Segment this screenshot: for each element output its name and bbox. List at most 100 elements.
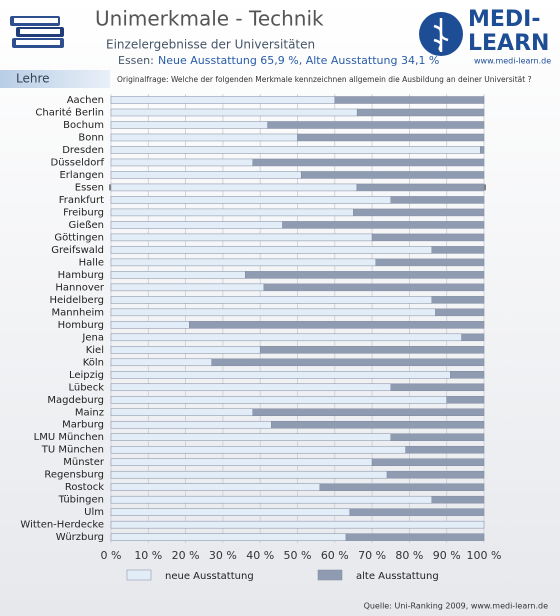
bar-segment: [259, 346, 485, 354]
x-tick-label: 100 %: [467, 549, 502, 562]
bar-segment: [431, 296, 485, 304]
bar-segment: [446, 396, 485, 404]
highlight-label: Essen:: [118, 54, 154, 67]
bar-segment: [431, 495, 485, 504]
bar-segment: [405, 445, 485, 454]
x-tick-label: 40 %: [246, 549, 274, 562]
bar-segment: [110, 321, 190, 329]
legend-label: neue Ausstattung: [165, 571, 254, 582]
bar-segment: [267, 121, 485, 129]
bar-segment: [110, 171, 302, 179]
logo-bottom: LEARN: [468, 31, 549, 56]
bar-segment: [110, 445, 406, 454]
bar-segment: [110, 346, 261, 354]
x-tick-label: 80 %: [395, 549, 423, 562]
category-label: Marburg: [62, 420, 104, 431]
x-tick-label: 90 %: [433, 549, 461, 562]
category-label: Lübeck: [68, 382, 104, 393]
bar-segment: [110, 520, 485, 529]
bar-segment: [110, 458, 373, 466]
bar-segment: [110, 233, 373, 242]
bar-segment: [110, 246, 433, 254]
category-label: Düsseldorf: [51, 157, 105, 168]
category-label: Frankfurt: [59, 195, 104, 206]
x-tick-label: 30 %: [209, 549, 237, 562]
bar-segment: [345, 533, 485, 541]
x-tick-label: 50 %: [284, 549, 312, 562]
bar-segment: [263, 283, 485, 292]
category-label: Jena: [81, 332, 104, 343]
category-label: Erlangen: [59, 170, 104, 181]
bar-segment: [110, 158, 253, 167]
highlight-text: Neue Ausstattung 65,9 %, Alte Ausstattun…: [158, 54, 439, 67]
bar-segment: [110, 508, 350, 516]
category-label: Göttingen: [54, 232, 104, 243]
category-label: Essen: [75, 182, 104, 193]
category-label: Mannheim: [52, 307, 104, 318]
bar-segment: [375, 258, 485, 267]
bar-segment: [435, 308, 485, 317]
bar-segment: [300, 171, 485, 179]
bar-segment: [110, 396, 447, 404]
category-label: TU München: [41, 445, 104, 456]
category-label: Regensburg: [44, 470, 104, 481]
bar-segment: [252, 408, 485, 416]
logo: MEDI- LEARN www.medi-learn.de: [419, 7, 551, 66]
x-tick-label: 0 %: [101, 549, 122, 562]
legend-swatch: [317, 569, 343, 581]
bar-segment: [271, 420, 485, 429]
bar-segment: [110, 208, 354, 217]
bar-segment: [480, 146, 485, 154]
bar-segment: [110, 121, 268, 129]
bar-segment: [110, 533, 347, 541]
category-label: Bochum: [63, 120, 104, 131]
bar-segment: [110, 271, 246, 279]
question: Originalfrage: Welche der folgenden Merk…: [117, 75, 532, 84]
bar-segment: [334, 96, 485, 104]
bar-segment: [252, 158, 485, 167]
bar-segment: [110, 283, 265, 292]
bar-segment: [189, 321, 485, 329]
category-label: Witten-Herdecke: [20, 520, 104, 531]
bar-segment: [386, 470, 485, 479]
bar-segment: [110, 183, 358, 192]
bar-segment: [110, 221, 283, 229]
bar-segment: [110, 383, 391, 392]
logo-url: www.medi-learn.de: [474, 57, 551, 66]
bar-segment: [390, 383, 485, 392]
category-label: Homburg: [58, 320, 104, 331]
subtitle: Einzelergebnisse der Universitäten: [106, 38, 315, 52]
category-label: Dresden: [62, 145, 104, 156]
category-label: Köln: [83, 357, 104, 368]
category-label: Freiburg: [63, 207, 104, 218]
bar-segment: [356, 183, 485, 192]
category-label: Hamburg: [58, 270, 104, 281]
bar-segment: [245, 271, 485, 279]
category-label: Charité Berlin: [35, 106, 104, 118]
bar-segment: [371, 233, 485, 242]
legend-label: alte Ausstattung: [356, 571, 439, 582]
legend-swatch: [126, 569, 152, 581]
bar-segment: [297, 133, 485, 142]
bar-segment: [349, 508, 485, 516]
bar-segment: [390, 196, 485, 204]
category-label: Gießen: [69, 220, 104, 231]
source: Quelle: Uni-Ranking 2009, www.medi-learn…: [364, 602, 549, 611]
bar-segment: [110, 408, 253, 416]
logo-top: MEDI-: [468, 7, 541, 32]
bar-segment: [110, 108, 358, 117]
x-tick-label: 70 %: [358, 549, 386, 562]
bar-segment: [282, 221, 485, 229]
bar-segment: [110, 258, 377, 267]
category-label: Würzburg: [56, 532, 104, 543]
bar-segment: [431, 246, 485, 254]
x-tick-label: 20 %: [172, 549, 200, 562]
bar-segment: [371, 458, 485, 466]
section: Lehre: [16, 72, 50, 86]
category-label: Münster: [63, 457, 105, 468]
bar-segment: [110, 133, 298, 142]
bar-segment: [353, 208, 485, 217]
category-label: Magdeburg: [47, 395, 104, 406]
category-label: Aachen: [67, 95, 104, 106]
